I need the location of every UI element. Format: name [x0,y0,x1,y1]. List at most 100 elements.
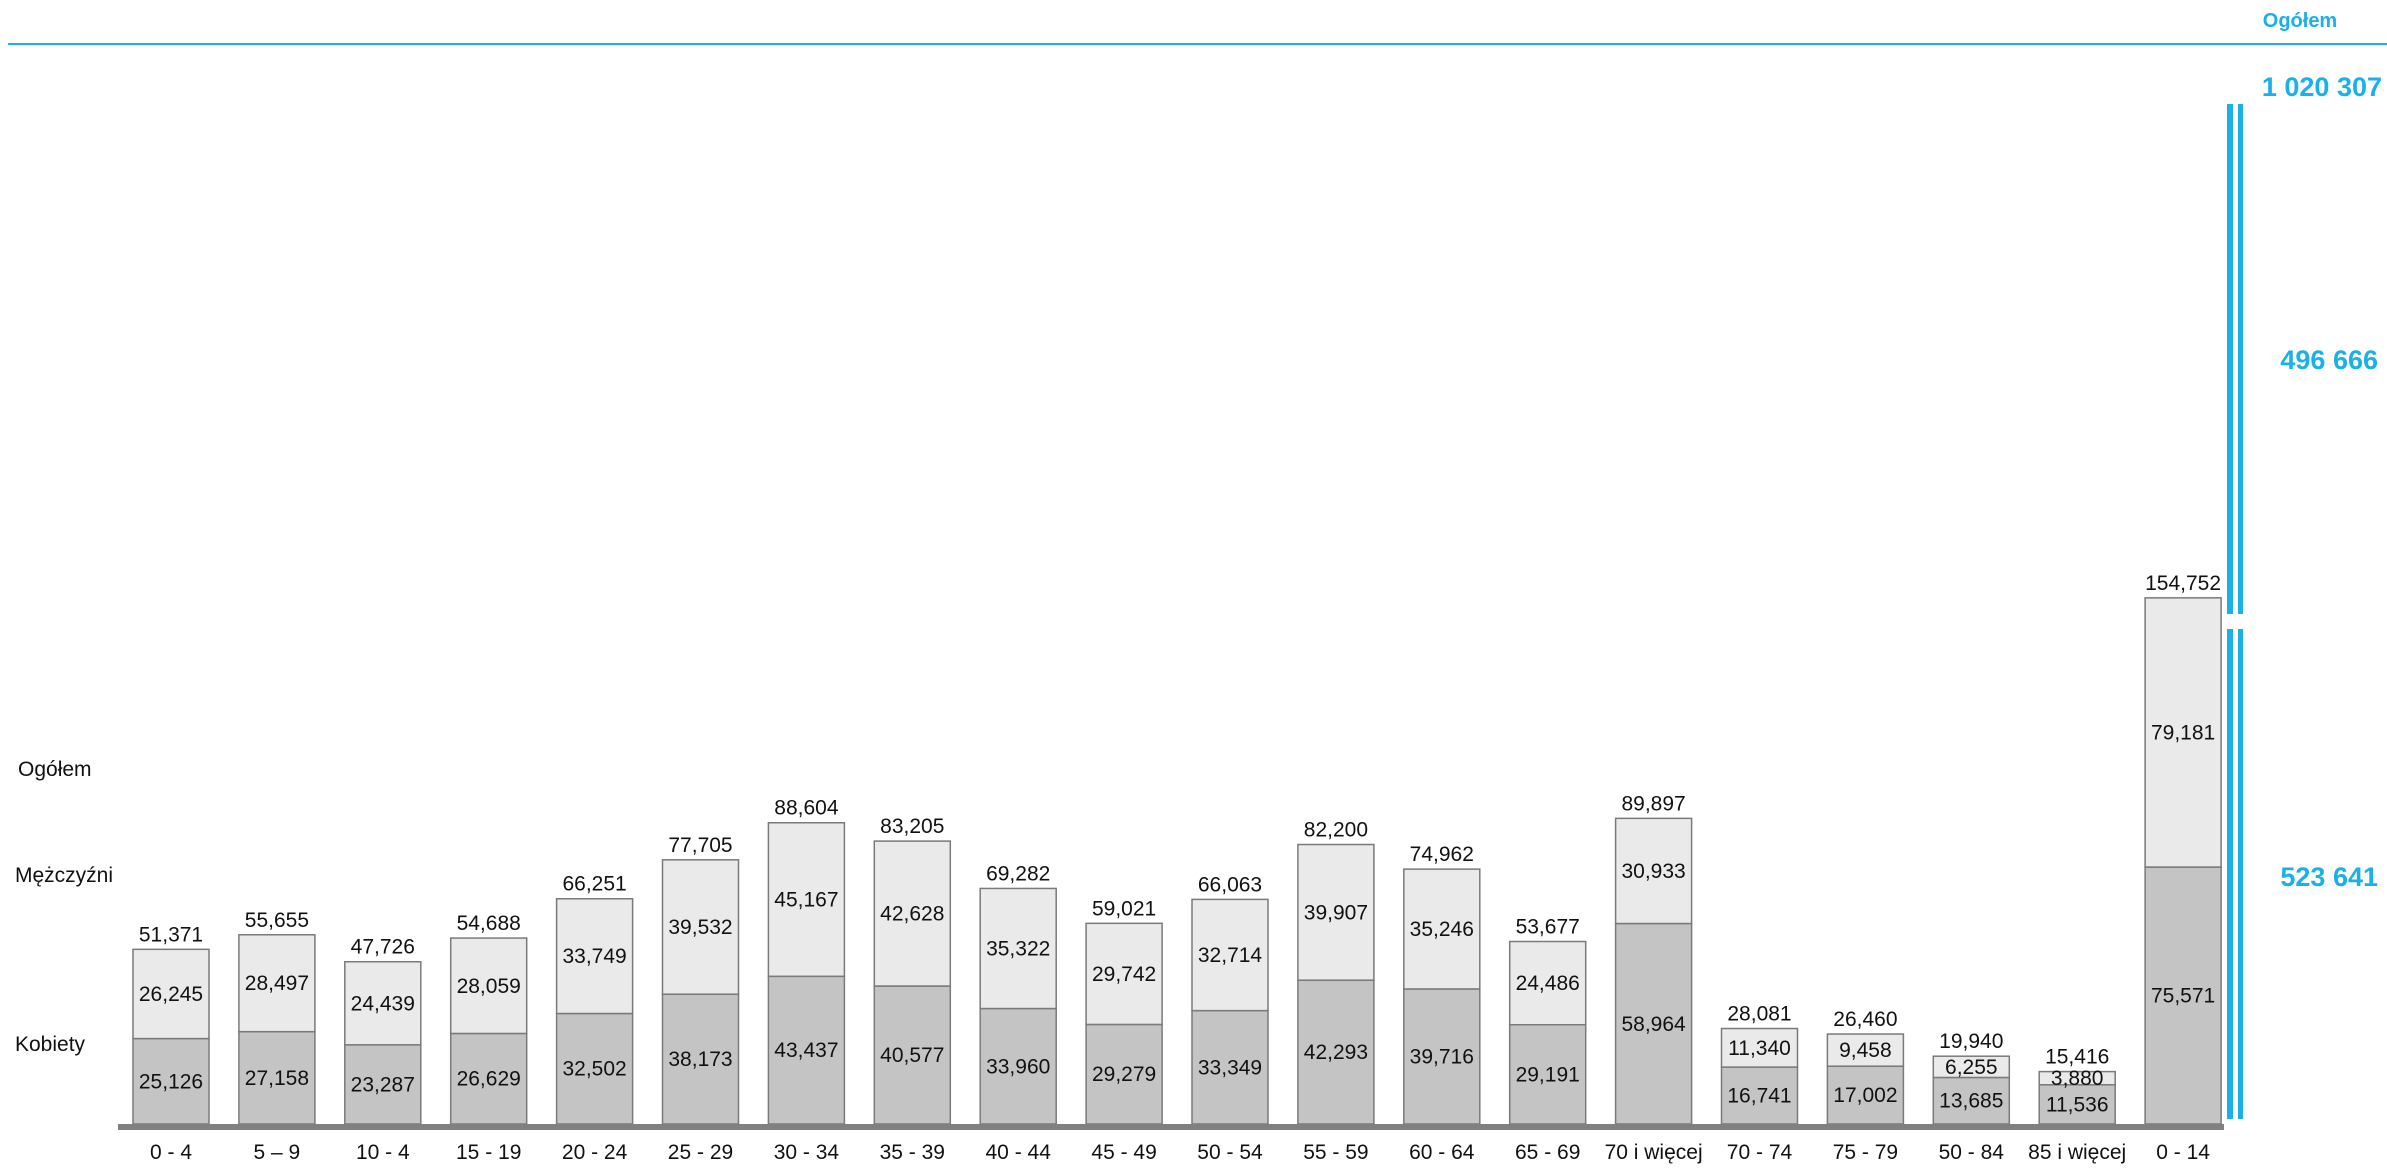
bar-segment-men [661,859,740,995]
bar-segment-men [1614,817,1693,925]
data-label-men: 32,714 [1198,944,1263,967]
bar-segment-men [238,934,316,1033]
data-label-total: 47,726 [351,936,415,959]
data-label-total: 82,200 [1304,819,1368,842]
data-label-men: 39,532 [668,916,732,939]
x-tick-label: 5 – 9 [254,1141,301,1164]
data-label-women: 38,173 [668,1048,732,1071]
women-bracket-bar-b [2238,629,2243,1119]
bar-segment-men [1403,868,1481,990]
data-label-men: 3,880 [2051,1067,2104,1090]
bar-segment-men [2144,597,2222,868]
data-label-men: 39,907 [1304,901,1368,924]
bars-layer: 25,126 26,245 51,371 0 - 4 27,158 28,497 55,65… [132,572,2222,1164]
right-panel-header: Ogółem [2263,10,2337,32]
x-tick-label: 40 - 44 [986,1141,1052,1164]
bar-segment-women [1614,922,1693,1125]
x-tick-label: 10 - 4 [356,1141,410,1164]
data-label-women: 17,002 [1833,1084,1897,1107]
row-label-total: Ogółem [18,758,92,781]
x-tick-label: 20 - 24 [562,1141,628,1164]
row-label-women: Kobiety [15,1033,86,1056]
data-label-total: 66,063 [1198,873,1262,896]
bar-segment-men [873,840,952,987]
data-label-women: 11,536 [2046,1093,2109,1116]
data-label-women: 32,502 [562,1058,626,1081]
data-label-total: 89,897 [1621,792,1685,815]
x-axis-baseline [118,1124,2224,1130]
x-tick-label: 55 - 59 [1303,1141,1368,1164]
data-label-total: 74,962 [1410,843,1474,866]
bar-segment-men [1191,898,1269,1012]
bar-segment-women [661,993,740,1125]
data-label-men: 11,340 [1728,1037,1791,1060]
data-label-total: 15,416 [2045,1046,2109,1069]
bar-segment-women [449,1032,528,1125]
data-label-women: 26,629 [457,1068,521,1091]
women-total-value: 523 641 [2280,862,2378,892]
grand-total-value: 1 020 307 [2262,72,2382,102]
x-tick-label: 0 - 14 [2156,1141,2210,1164]
data-label-women: 13,685 [1939,1090,2003,1113]
data-label-total: 19,940 [1939,1030,2003,1053]
data-label-total: 55,655 [245,909,309,932]
bar-segment-women [555,1012,634,1125]
data-label-women: 75,571 [2151,985,2215,1008]
row-label-men: Mężczyźni [15,864,113,887]
bar-segment-men [1720,1027,1799,1068]
data-label-women: 25,126 [139,1070,203,1093]
bar-segment-men [767,821,846,978]
data-label-total: 59,021 [1092,897,1156,920]
data-label-men: 33,749 [562,945,626,968]
men-bracket-bar-b [2238,104,2243,614]
x-tick-label: 35 - 39 [880,1141,945,1164]
bar-segment-men [1826,1033,1905,1067]
bar-segment-women [1085,1023,1163,1125]
data-label-men: 26,245 [139,983,203,1006]
data-label-women: 33,349 [1198,1056,1262,1079]
data-label-women: 40,577 [880,1044,944,1067]
x-tick-label: 50 - 54 [1197,1141,1263,1164]
bar-segment-women [2144,866,2222,1125]
data-label-men: 24,439 [351,992,415,1015]
x-tick-label: 85 i więcej [2028,1141,2126,1164]
data-label-women: 42,293 [1304,1041,1368,1064]
data-label-men: 35,246 [1410,918,1474,941]
data-label-women: 16,741 [1727,1085,1791,1108]
data-label-women: 43,437 [774,1039,838,1062]
x-tick-label: 45 - 49 [1091,1141,1156,1164]
bar-segment-women [1508,1024,1587,1125]
x-tick-label: 65 - 69 [1515,1141,1580,1164]
data-label-women: 58,964 [1621,1013,1686,1036]
x-tick-label: 50 - 84 [1939,1141,2005,1164]
bar-segment-men [555,897,634,1015]
bar-segment-women [873,985,952,1125]
data-label-total: 83,205 [880,815,944,838]
bar-segment-men [132,948,210,1040]
x-tick-label: 15 - 19 [456,1141,521,1164]
x-tick-label: 70 - 74 [1727,1141,1793,1164]
data-label-women: 23,287 [351,1073,415,1096]
bar-segment-women [1297,979,1375,1125]
data-label-total: 154,752 [2145,572,2221,595]
data-label-total: 88,604 [774,797,839,820]
bar-segment-men [449,937,528,1035]
bar-segment-men [1508,940,1587,1026]
data-label-men: 45,167 [774,889,838,912]
data-label-men: 42,628 [880,903,944,926]
data-label-total: 69,282 [986,862,1050,885]
bar-segment-men [1085,922,1163,1026]
x-tick-label: 60 - 64 [1409,1141,1475,1164]
x-tick-label: 75 - 79 [1833,1141,1898,1164]
x-tick-label: 25 - 29 [668,1141,733,1164]
data-label-women: 29,279 [1092,1063,1156,1086]
bar-segment-women [344,1044,422,1125]
data-label-total: 54,688 [457,912,521,935]
data-label-men: 24,486 [1516,972,1580,995]
x-tick-label: 70 i więcej [1605,1141,1703,1164]
data-label-women: 29,191 [1516,1063,1580,1086]
data-label-men: 79,181 [2151,721,2215,744]
x-tick-label: 0 - 4 [150,1141,192,1164]
